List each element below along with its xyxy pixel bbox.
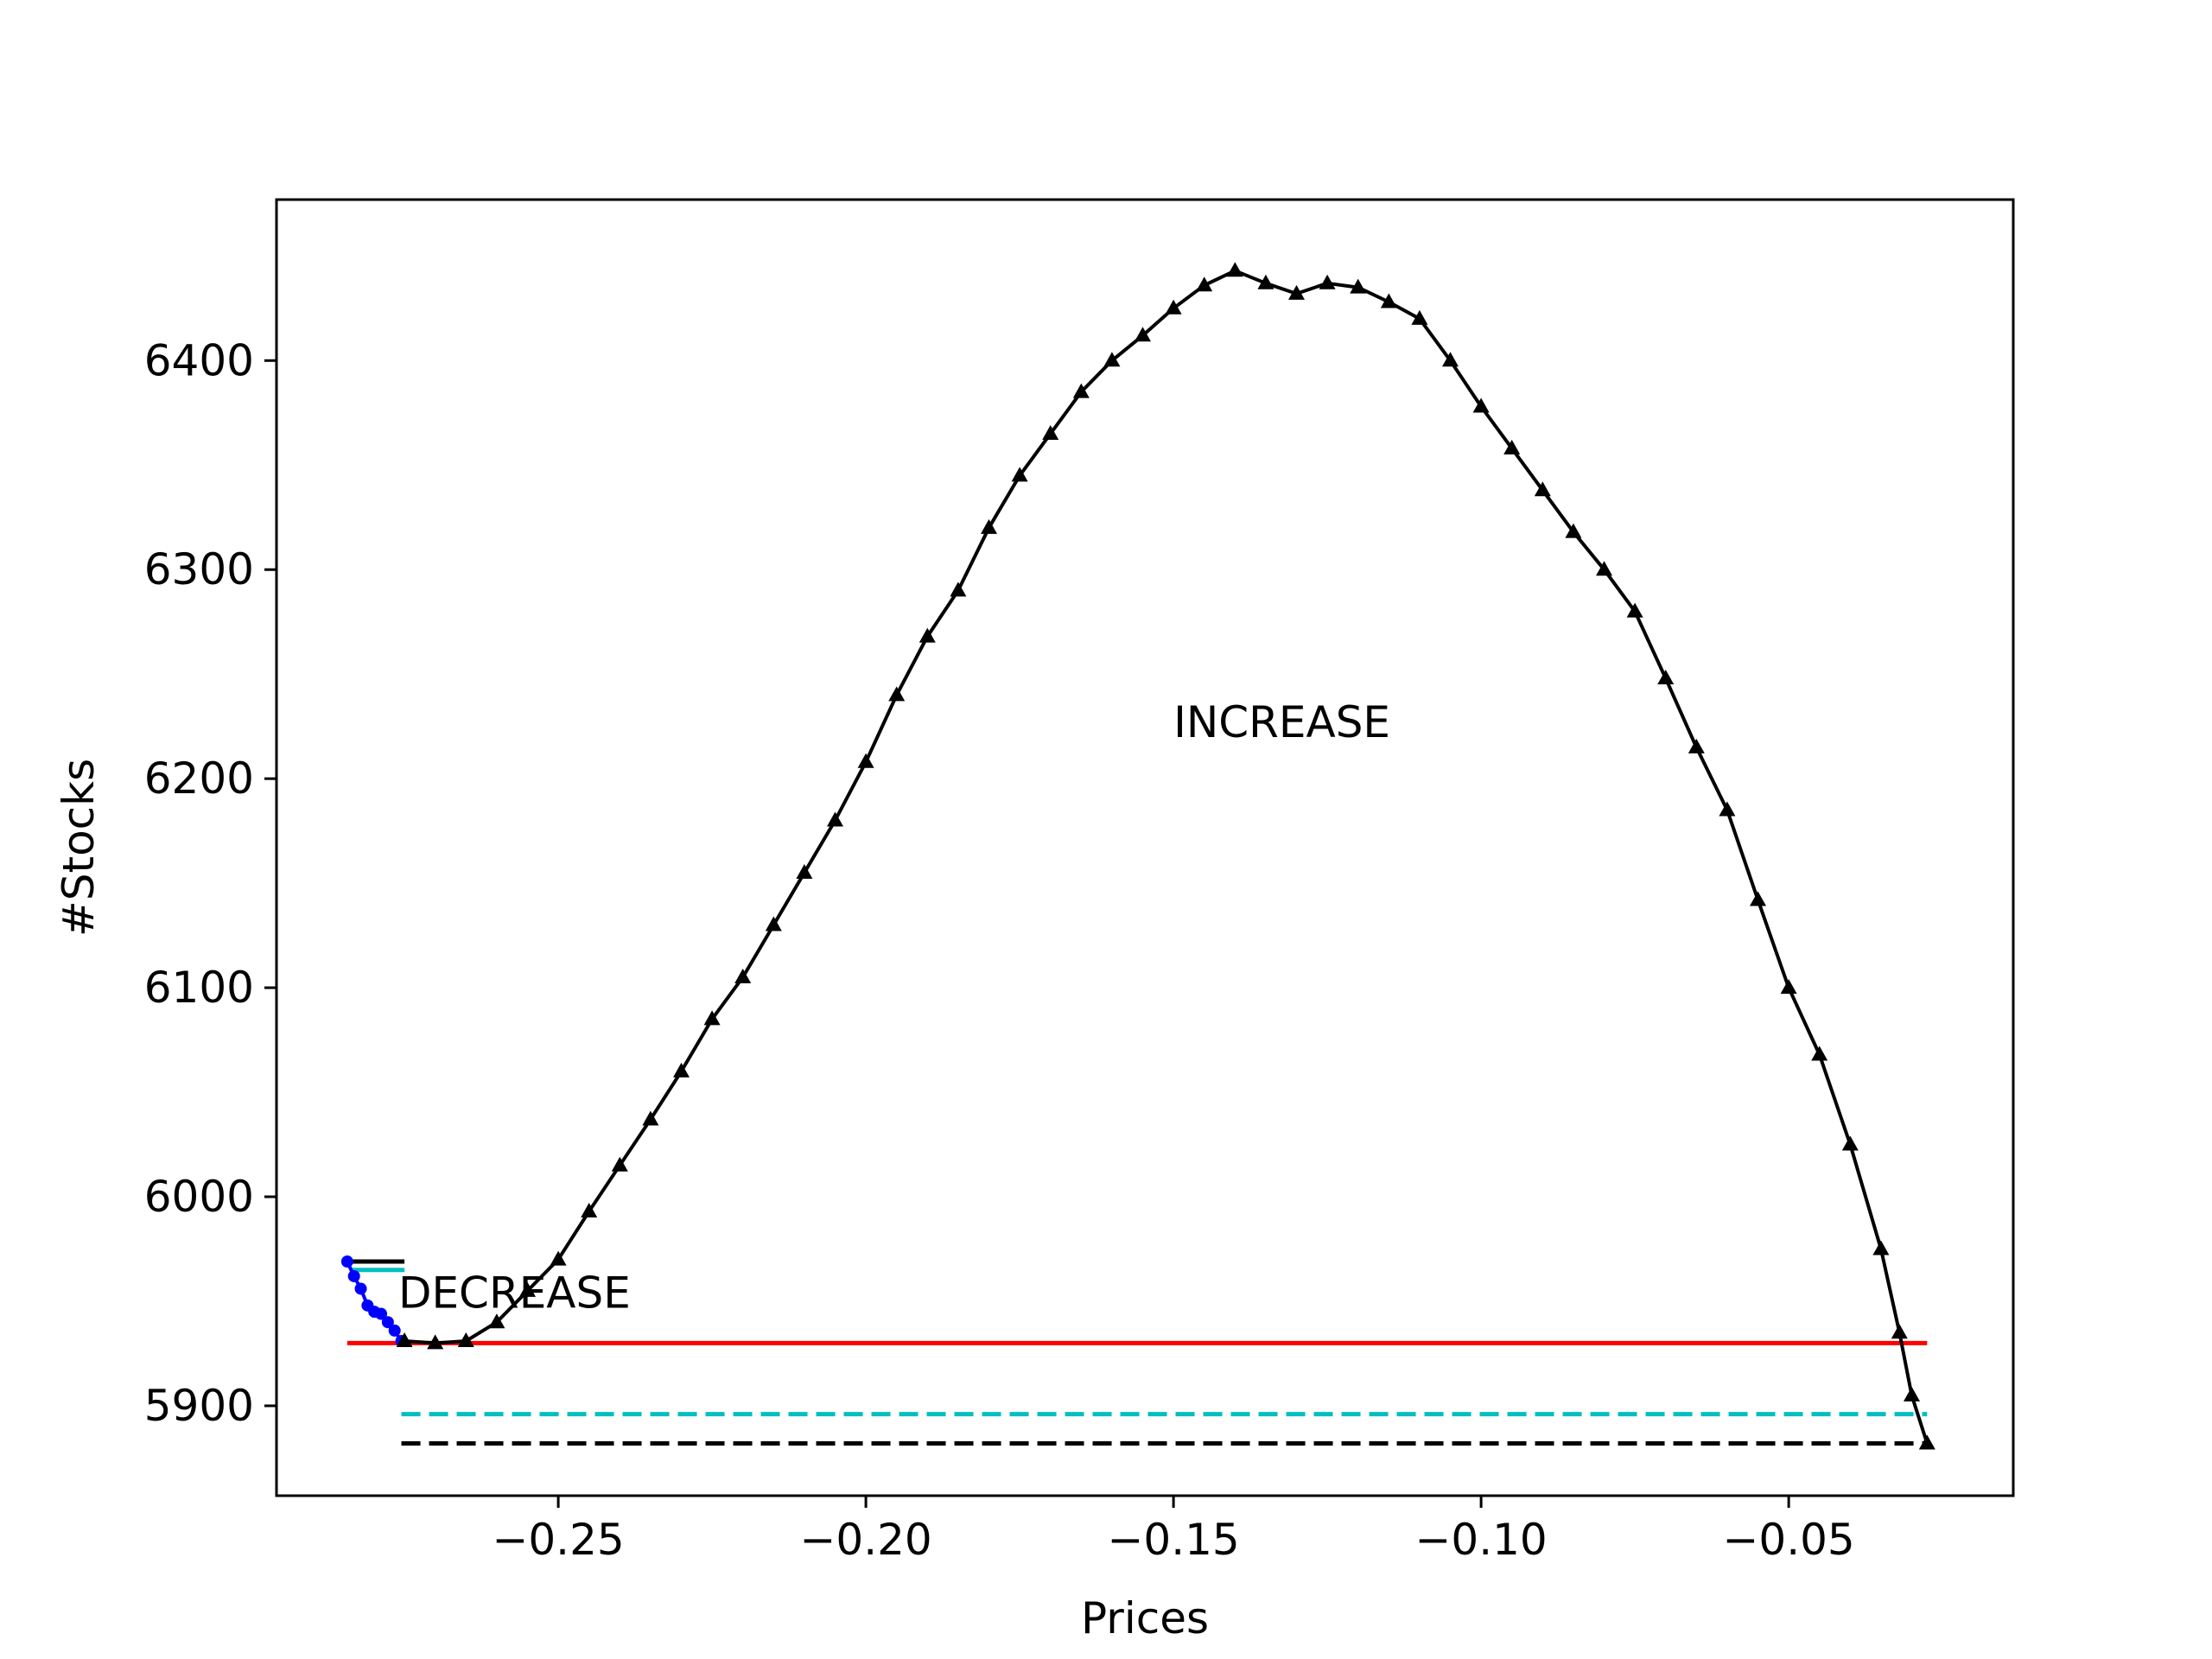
y-tick-label-2: 6100 [144,963,254,1013]
data-point-increase-37 [1534,481,1551,497]
data-point-increase-9 [673,1062,690,1077]
y-tick-label-3: 6200 [144,753,254,804]
data-point-increase-46 [1811,1046,1828,1061]
data-point-decrease-2 [354,1282,367,1295]
plot-area-frame [275,198,2015,1497]
y-tick-label-4: 6300 [144,544,254,594]
data-point-increase-10 [703,1010,721,1026]
x-tick-label-0: −0.25 [492,1515,624,1565]
data-point-increase-25 [1165,299,1182,315]
data-point-increase-14 [827,811,844,827]
data-point-increase-29 [1288,284,1306,300]
y-axis-ticks: 5900 6000 6100 6200 6300 6400 [144,335,276,1431]
x-tick-label-2: −0.15 [1107,1515,1239,1565]
data-point-increase-48 [1872,1240,1890,1255]
data-point-increase-51 [1918,1434,1936,1450]
data-point-increase-15 [857,753,874,768]
data-point-increase-17 [918,627,936,643]
data-point-increase-18 [950,582,967,597]
data-point-increase-8 [642,1110,659,1126]
data-point-increase-7 [611,1156,628,1172]
data-point-increase-16 [888,686,906,702]
x-axis-ticks: −0.25 −0.20 −0.15 −0.10 −0.05 [492,1496,1855,1565]
data-point-increase-5 [550,1250,567,1266]
data-point-increase-31 [1350,278,1367,294]
data-point-increase-39 [1596,561,1613,576]
data-point-increase-19 [981,518,998,534]
data-point-increase-49 [1891,1324,1908,1339]
data-point-increase-30 [1319,274,1336,289]
data-point-increase-41 [1657,670,1675,685]
y-axis-label: #Stocks [54,759,104,937]
data-point-increase-6 [581,1202,598,1217]
data-point-increase-28 [1257,274,1274,289]
data-point-decrease-1 [347,1269,360,1282]
data-point-decrease-7 [388,1324,401,1337]
annotation-decrease: DECREASE [398,1268,631,1318]
data-point-increase-42 [1688,738,1705,753]
data-point-decrease-5 [375,1307,388,1320]
data-point-increase-43 [1719,801,1736,817]
data-point-increase-32 [1380,293,1397,308]
data-point-increase-2 [457,1332,474,1347]
series-line-increase [404,269,1929,1445]
data-point-increase-36 [1503,439,1521,454]
data-point-increase-27 [1226,262,1243,277]
data-point-increase-24 [1135,327,1152,342]
data-point-decrease-0 [340,1255,353,1268]
y-tick-label-1: 6000 [144,1172,254,1222]
data-point-increase-35 [1472,397,1490,413]
data-point-increase-0 [396,1332,413,1347]
x-axis-label: Prices [1081,1593,1209,1643]
data-point-increase-20 [1011,467,1028,482]
data-point-increase-21 [1042,424,1059,440]
data-point-increase-45 [1780,979,1797,995]
x-tick-label-4: −0.05 [1722,1515,1854,1565]
data-point-increase-38 [1565,523,1582,538]
data-point-increase-23 [1103,352,1121,367]
data-point-increase-4 [518,1281,536,1297]
data-point-increase-47 [1841,1135,1859,1151]
data-point-increase-22 [1072,383,1090,398]
y-tick-label-0: 5900 [144,1381,254,1431]
data-point-increase-50 [1904,1386,1921,1402]
data-point-increase-3 [488,1313,505,1329]
data-point-increase-13 [796,864,813,880]
annotations: INCREASE DECREASE [398,697,1390,1318]
annotation-increase: INCREASE [1173,697,1390,747]
data-point-increase-44 [1750,891,1767,906]
data-point-decrease-6 [381,1316,394,1329]
data-point-increase-11 [734,969,752,983]
markers-layer [340,262,1936,1450]
y-tick-label-5: 6400 [144,335,254,385]
x-tick-label-3: −0.10 [1414,1515,1547,1565]
x-tick-label-1: −0.20 [799,1515,931,1565]
data-point-increase-34 [1442,352,1459,367]
data-point-increase-12 [765,916,782,931]
data-point-increase-33 [1411,309,1428,325]
data-point-increase-26 [1196,276,1213,292]
data-point-increase-1 [427,1334,444,1350]
reference-lines [346,1259,1928,1446]
data-point-increase-40 [1626,602,1643,618]
